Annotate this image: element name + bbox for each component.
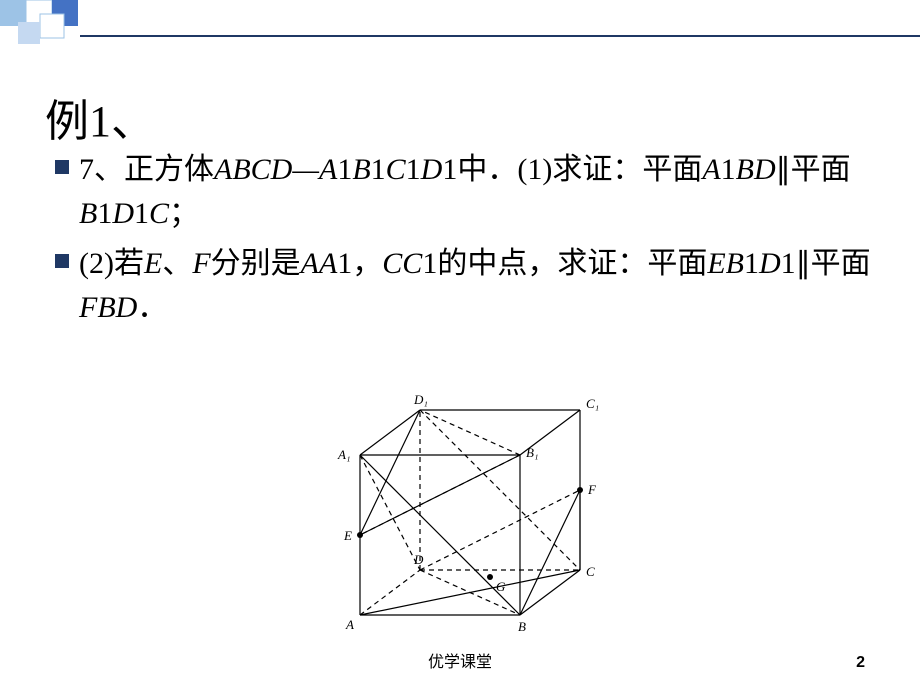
svg-text:C: C (586, 564, 595, 579)
svg-text:A: A (345, 617, 354, 632)
bullet-text-2: (2)若E、F分别是AA1，CC1的中点，求证：平面EB1D1∥平面FBD． (79, 242, 875, 329)
bullet-text-1: 7、正方体ABCD—A1B1C1D1中．(1)求证：平面A1BD∥平面B1D1C… (79, 148, 875, 235)
bullet-item-2: (2)若E、F分别是AA1，CC1的中点，求证：平面EB1D1∥平面FBD． (55, 242, 875, 329)
footer-text: 优学课堂 (0, 648, 920, 672)
slide-title: 例1、 (45, 85, 155, 149)
svg-text:F: F (587, 482, 597, 497)
svg-text:C₁: C₁ (586, 396, 599, 411)
cube-diagram: A B C D A₁ B₁ C₁ D₁ E F G (320, 345, 620, 635)
svg-text:D: D (413, 552, 424, 567)
svg-text:B: B (518, 619, 526, 634)
svg-text:G: G (496, 579, 506, 594)
svg-text:E: E (343, 528, 352, 543)
svg-text:B₁: B₁ (526, 445, 538, 460)
svg-text:D₁: D₁ (413, 392, 428, 407)
bullet-square-icon (55, 160, 69, 174)
bullet-item-1: 7、正方体ABCD—A1B1C1D1中．(1)求证：平面A1BD∥平面B1D1C… (55, 148, 875, 235)
header-decoration (0, 0, 920, 45)
svg-text:A₁: A₁ (337, 447, 350, 462)
bullet-square-icon (55, 254, 69, 268)
page-number: 2 (856, 654, 865, 672)
cube-svg: A B C D A₁ B₁ C₁ D₁ E F G (320, 345, 620, 635)
